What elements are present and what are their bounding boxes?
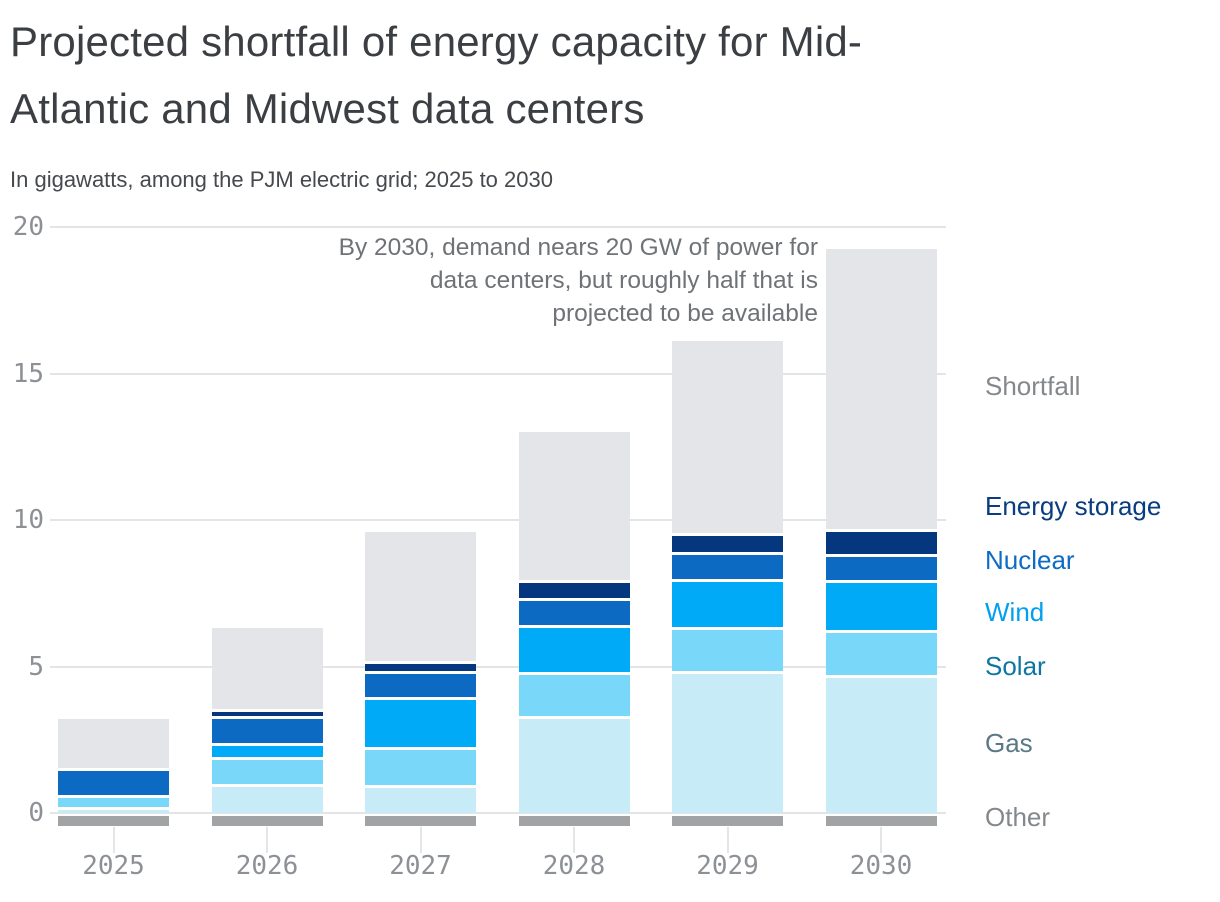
chart-annotation: By 2030, demand nears 20 GW of power for…: [198, 231, 818, 330]
bar-segment-other-2029: [672, 816, 783, 826]
bar-segment-gas-2025: [58, 807, 169, 813]
bar-segment-shortfall-2027: [365, 531, 476, 661]
x-axis-label-2029: 2029: [696, 851, 759, 881]
bar-segment-energy-storage-2028: [518, 580, 630, 598]
bar-segment-energy-storage-2026: [211, 708, 323, 717]
y-gridline-20: [50, 226, 946, 228]
annotation-line-2: data centers, but roughly half that is: [429, 267, 818, 294]
legend-label-nuclear: Nuclear: [985, 545, 1075, 575]
x-axis-label-2028: 2028: [542, 851, 606, 881]
bar-segment-solar-2027: [365, 747, 476, 786]
bar-segment-gas-2029: [672, 670, 783, 813]
y-axis-label-5: 5: [28, 651, 44, 682]
bar-segment-solar-2030: [825, 629, 937, 676]
bar-segment-nuclear-2028: [518, 597, 630, 626]
x-axis-label-2025: 2025: [82, 851, 145, 881]
bar-segment-solar-2028: [518, 672, 630, 717]
bar-segment-other-2030: [825, 816, 937, 826]
bar-segment-shortfall-2028: [518, 432, 630, 581]
legend-label-other: Other: [985, 802, 1051, 832]
bar-segment-wind-2028: [518, 625, 630, 673]
x-tick-2028: [573, 827, 575, 853]
y-axis-label-10: 10: [12, 505, 44, 535]
chart-subtitle: In gigawatts, among the PJM electric gri…: [10, 167, 553, 192]
bar-segment-shortfall-2025: [58, 719, 169, 768]
annotation-line-1: By 2030, demand nears 20 GW of power for: [338, 234, 818, 261]
y-gridline-5: [50, 665, 946, 668]
bar-segment-nuclear-2025: [58, 767, 169, 796]
legend-label-shortfall: Shortfall: [985, 371, 1081, 401]
bar-segment-shortfall-2026: [211, 628, 323, 709]
chart-title: Projected shortfall of energy capacity f…: [10, 8, 1200, 142]
bar-segment-solar-2026: [211, 757, 323, 784]
bar-segment-energy-storage-2029: [672, 533, 783, 553]
bar-segment-wind-2026: [211, 742, 323, 758]
legend-label-solar: Solar: [985, 651, 1046, 681]
bar-segment-gas-2028: [518, 716, 630, 813]
bar-segment-wind-2027: [365, 697, 476, 748]
bar-segment-other-2026: [211, 816, 323, 826]
chart-title-line-1: Projected shortfall of energy capacity f…: [10, 18, 863, 65]
bar-segment-nuclear-2026: [211, 716, 323, 743]
bar-segment-energy-storage-2030: [825, 528, 937, 554]
x-axis-label-2027: 2027: [389, 851, 452, 881]
bar-segment-gas-2026: [211, 783, 323, 813]
bar-segment-wind-2029: [672, 578, 783, 627]
chart-title-line-2: Atlantic and Midwest data centers: [10, 85, 645, 132]
bar-segment-gas-2027: [365, 785, 476, 813]
bar-segment-shortfall-2030: [825, 248, 937, 529]
legend-label-wind: Wind: [985, 597, 1045, 627]
x-tick-2027: [419, 827, 422, 853]
bar-segment-nuclear-2029: [672, 552, 783, 579]
y-axis-label-0: 0: [28, 798, 44, 828]
bar-segment-shortfall-2029: [672, 341, 783, 534]
bar-segment-solar-2025: [58, 795, 169, 808]
bar-segment-other-2025: [58, 816, 169, 826]
bar-segment-wind-2030: [825, 580, 937, 630]
bar-segment-nuclear-2030: [825, 553, 937, 581]
x-tick-2029: [726, 827, 729, 853]
y-gridline-10: [50, 519, 946, 521]
bar-segment-nuclear-2027: [365, 670, 476, 698]
x-axis-label-2030: 2030: [849, 851, 913, 881]
y-axis-label-15: 15: [12, 358, 44, 389]
x-tick-2026: [266, 827, 268, 853]
y-gridline-0: [50, 812, 946, 814]
x-tick-2030: [880, 827, 882, 853]
x-axis-label-2026: 2026: [235, 851, 299, 881]
y-axis-label-20: 20: [12, 212, 44, 242]
legend-label-energy-storage: Energy storage: [985, 491, 1162, 521]
legend-label-gas: Gas: [985, 728, 1033, 758]
bar-segment-gas-2030: [825, 675, 937, 813]
x-tick-2025: [112, 827, 115, 853]
bar-segment-other-2027: [365, 816, 476, 826]
bar-segment-energy-storage-2027: [365, 660, 476, 671]
bar-segment-solar-2029: [672, 626, 783, 671]
y-gridline-15: [50, 372, 946, 375]
bar-segment-other-2028: [518, 816, 630, 826]
annotation-line-3: projected to be available: [552, 300, 818, 327]
